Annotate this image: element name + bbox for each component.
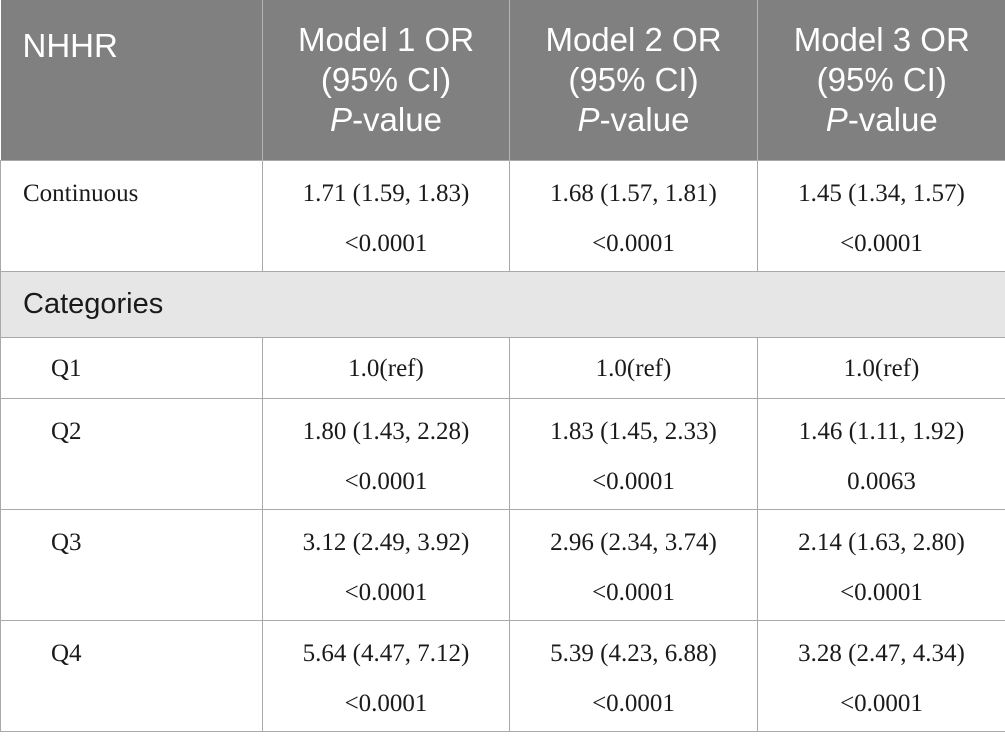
header-model-3: Model 3 OR (95% CI) P-value xyxy=(757,0,1005,160)
header-model-2-line2: (95% CI) xyxy=(568,60,699,98)
header-model-3-line2: (95% CI) xyxy=(816,60,947,98)
row-label: Q1 xyxy=(0,336,263,399)
header-nhhr: NHHR xyxy=(0,0,263,160)
row-categories: Categories xyxy=(0,270,1005,338)
header-model-2: Model 2 OR (95% CI) P-value xyxy=(509,0,758,160)
cell-model-3: 3.28 (2.47, 4.34) <0.0001 xyxy=(757,619,1005,732)
header-model-3-p: P xyxy=(825,100,848,138)
header-model-3-line1: Model 3 OR xyxy=(793,20,970,58)
row-continuous: Continuous 1.71 (1.59, 1.83) <0.0001 1.68… xyxy=(0,159,1005,272)
row-q1: Q1 1.0(ref) 1.0(ref) 1.0(ref) xyxy=(0,336,1005,399)
row-label: Q4 xyxy=(0,619,263,732)
cell-model-1: 1.71 (1.59, 1.83) <0.0001 xyxy=(262,159,510,272)
row-q2: Q2 1.80 (1.43, 2.28) <0.0001 1.83 (1.45, … xyxy=(0,397,1005,510)
cell-model-3: 2.14 (1.63, 2.80) <0.0001 xyxy=(757,508,1005,621)
header-model-3-pvalue: -value xyxy=(847,100,938,138)
cell-model-1: 1.80 (1.43, 2.28) <0.0001 xyxy=(262,397,510,510)
header-model-1-p: P xyxy=(330,100,353,138)
header-model-2-pvalue: -value xyxy=(599,100,690,138)
row-label: Continuous xyxy=(0,159,263,272)
row-label: Q3 xyxy=(0,508,263,621)
cell-model-1: 1.0(ref) xyxy=(262,336,510,399)
cell-model-1: 3.12 (2.49, 3.92) <0.0001 xyxy=(262,508,510,621)
header-model-1-pvalue: -value xyxy=(352,100,442,138)
row-label: Q2 xyxy=(0,397,263,510)
cell-model-1: 5.64 (4.47, 7.12) <0.0001 xyxy=(262,619,510,732)
header-model-1-line1: Model 1 OR xyxy=(297,20,475,58)
cell-model-2: 1.0(ref) xyxy=(509,336,758,399)
header-model-1-line2: (95% CI) xyxy=(320,60,452,98)
header-model-1: Model 1 OR (95% CI) P-value xyxy=(262,0,510,160)
row-q3: Q3 3.12 (2.49, 3.92) <0.0001 2.96 (2.34, … xyxy=(0,508,1005,621)
header-model-2-line1: Model 2 OR xyxy=(545,20,722,58)
header-row: NHHR Model 1 OR (95% CI) P-value Model 2… xyxy=(0,0,1005,160)
cell-model-2: 1.68 (1.57, 1.81) <0.0001 xyxy=(509,159,758,272)
cell-model-3: 1.45 (1.34, 1.57) <0.0001 xyxy=(757,159,1005,272)
row-q4: Q4 5.64 (4.47, 7.12) <0.0001 5.39 (4.23, … xyxy=(0,619,1005,732)
cell-model-2: 1.83 (1.45, 2.33) <0.0001 xyxy=(509,397,758,510)
cell-model-3: 1.46 (1.11, 1.92) 0.0063 xyxy=(757,397,1005,510)
header-model-2-p: P xyxy=(577,100,600,138)
categories-label: Categories xyxy=(0,270,1005,338)
cell-model-3: 1.0(ref) xyxy=(757,336,1005,399)
results-table: NHHR Model 1 OR (95% CI) P-value Model 2… xyxy=(0,0,1005,732)
cell-model-2: 2.96 (2.34, 3.74) <0.0001 xyxy=(509,508,758,621)
cell-model-2: 5.39 (4.23, 6.88) <0.0001 xyxy=(509,619,758,732)
